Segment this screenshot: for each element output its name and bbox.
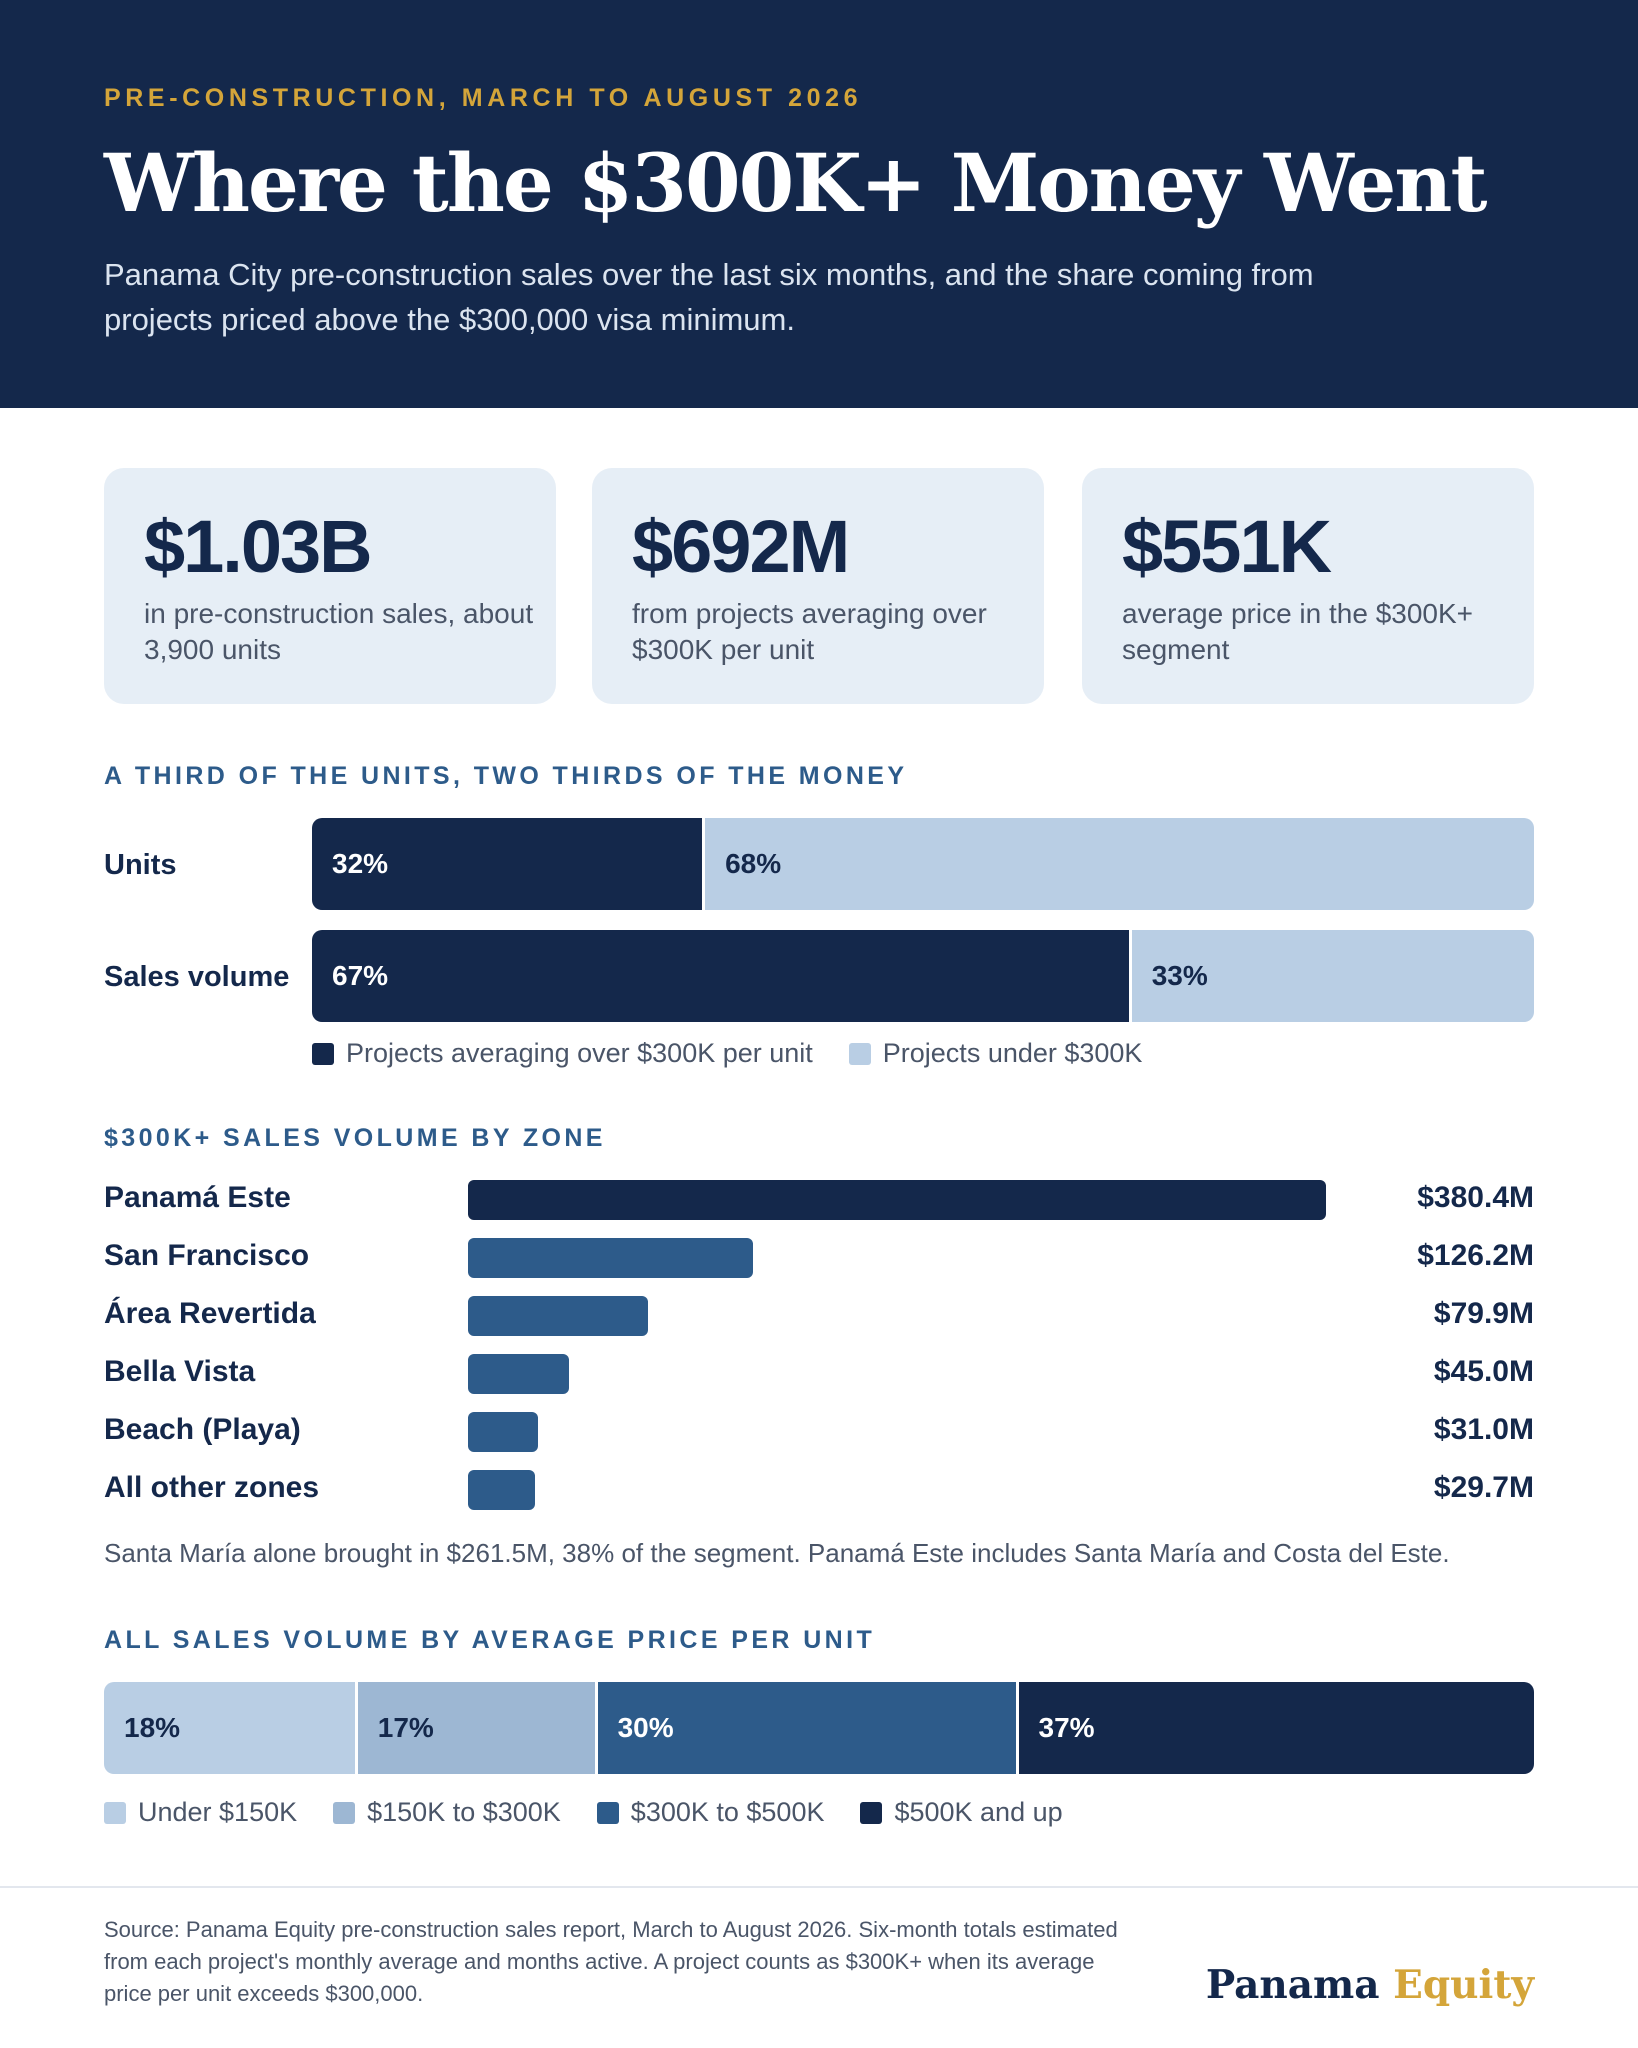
section-title-split: A THIRD OF THE UNITS, TWO THIRDS OF THE … [104, 762, 908, 790]
legend-item: $300K to $500K [596, 1797, 825, 1828]
brand-word-2: Equity [1393, 1962, 1534, 2008]
stacked-bar-price-bands: 18% 17% 30% 37% [104, 1682, 1534, 1774]
zone-note: Santa María alone brought in $261.5M, 38… [104, 1538, 1450, 1568]
legend-swatch-light [848, 1042, 871, 1065]
header-banner: PRE-CONSTRUCTION, MARCH TO AUGUST 2026 W… [0, 0, 1638, 408]
segment-label: 32% [332, 848, 389, 879]
section-title-price: ALL SALES VOLUME BY AVERAGE PRICE PER UN… [104, 1626, 876, 1654]
zone-value: $79.9M [1433, 1297, 1534, 1330]
legend-swatch-navy [312, 1042, 334, 1065]
zone-label: Panamá Este [104, 1181, 291, 1214]
footer-divider [0, 1886, 1638, 1888]
legend-label: Under $150K [138, 1797, 298, 1827]
zone-bar [468, 1354, 569, 1394]
zone-label: Beach (Playa) [104, 1413, 301, 1446]
zone-bar [468, 1296, 648, 1336]
eyebrow: PRE-CONSTRUCTION, MARCH TO AUGUST 2026 [104, 84, 863, 112]
segment-label: 67% [332, 960, 389, 991]
legend-item: Projects under $300K [848, 1038, 1143, 1069]
zone-value: $380.4M [1417, 1181, 1534, 1214]
segment-label: 68% [725, 848, 782, 879]
stat-value: $692M [632, 505, 850, 588]
stat-card-300k-sales: $692M from projects averaging over $300K… [592, 468, 1044, 704]
legend-split: Projects averaging over $300K per unit P… [312, 1038, 1178, 1069]
zone-value: $45.0M [1433, 1355, 1534, 1388]
legend-label: $150K to $300K [367, 1797, 561, 1827]
brand-word-1: Panama [1205, 1962, 1380, 2008]
segment-label: 17% [377, 1712, 434, 1743]
legend-label: Projects averaging over $300K per unit [346, 1038, 813, 1068]
legend-swatch [333, 1801, 356, 1824]
brand-logo: Panama Equity [1206, 1962, 1534, 2008]
zone-value: $29.7M [1433, 1471, 1534, 1504]
segment-label: 33% [1151, 960, 1208, 991]
zone-label: All other zones [104, 1471, 320, 1504]
price-segment: 30% [597, 1682, 1016, 1774]
legend-item: $500K and up [860, 1797, 1063, 1828]
stat-card-total-sales: $1.03B in pre-construction sales, about … [104, 468, 556, 704]
stat-label: in pre-construction sales, about 3,900 u… [144, 598, 534, 665]
stat-value: $551K [1122, 505, 1332, 588]
zone-bar [468, 1238, 753, 1278]
legend-label: $500K and up [894, 1797, 1063, 1827]
price-segment: 18% [104, 1682, 355, 1774]
legend-price-bands: Under $150K $150K to $300K $300K to $500K $… [104, 1797, 1099, 1828]
price-segment: 17% [357, 1682, 595, 1774]
stat-label: from projects averaging over $300K per u… [632, 598, 987, 665]
legend-label: Projects under $300K [882, 1038, 1143, 1068]
price-segment: 37% [1018, 1682, 1534, 1774]
stat-value: $1.03B [144, 505, 373, 588]
row-label-sales-volume: Sales volume [104, 961, 290, 993]
zone-value: $31.0M [1433, 1413, 1534, 1446]
segment-units-under-300k: 68% [705, 818, 1534, 910]
zone-bar [468, 1470, 535, 1510]
zone-label: Bella Vista [104, 1355, 256, 1388]
zone-bar [468, 1412, 538, 1452]
legend-item: Projects averaging over $300K per unit [312, 1038, 813, 1069]
legend-item: Under $150K [104, 1797, 297, 1828]
segment-volume-under-300k: 33% [1131, 930, 1534, 1022]
source-note: Source: Panama Equity pre-construction s… [104, 1917, 1118, 2006]
stat-card-average-price: $551K average price in the $300K+ segmen… [1082, 468, 1534, 704]
stacked-bar-sales-volume: 67% 33% [312, 930, 1534, 1022]
row-label-units: Units [104, 849, 177, 881]
legend-item: $150K to $300K [333, 1797, 561, 1828]
legend-label: $300K to $500K [630, 1797, 825, 1827]
segment-label: 18% [124, 1712, 181, 1743]
stacked-bar-units: 32% 68% [312, 818, 1534, 910]
segment-label: 37% [1038, 1712, 1095, 1743]
segment-units-over-300k: 32% [312, 818, 703, 910]
segment-volume-over-300k: 67% [312, 930, 1129, 1022]
zone-label: Área Revertida [104, 1297, 316, 1330]
zone-value: $126.2M [1417, 1239, 1534, 1272]
segment-label: 30% [617, 1712, 674, 1743]
zone-bar [468, 1180, 1326, 1220]
stat-label: average price in the $300K+ segment [1122, 598, 1474, 665]
section-title-zones: $300K+ SALES VOLUME BY ZONE [104, 1124, 606, 1152]
legend-swatch [104, 1801, 126, 1824]
legend-swatch [596, 1801, 619, 1824]
zone-label: San Francisco [104, 1239, 310, 1272]
page-subtitle: Panama City pre-construction sales over … [104, 257, 1314, 337]
legend-swatch [860, 1801, 883, 1824]
page-title: Where the $300K+ Money Went [104, 136, 1487, 230]
